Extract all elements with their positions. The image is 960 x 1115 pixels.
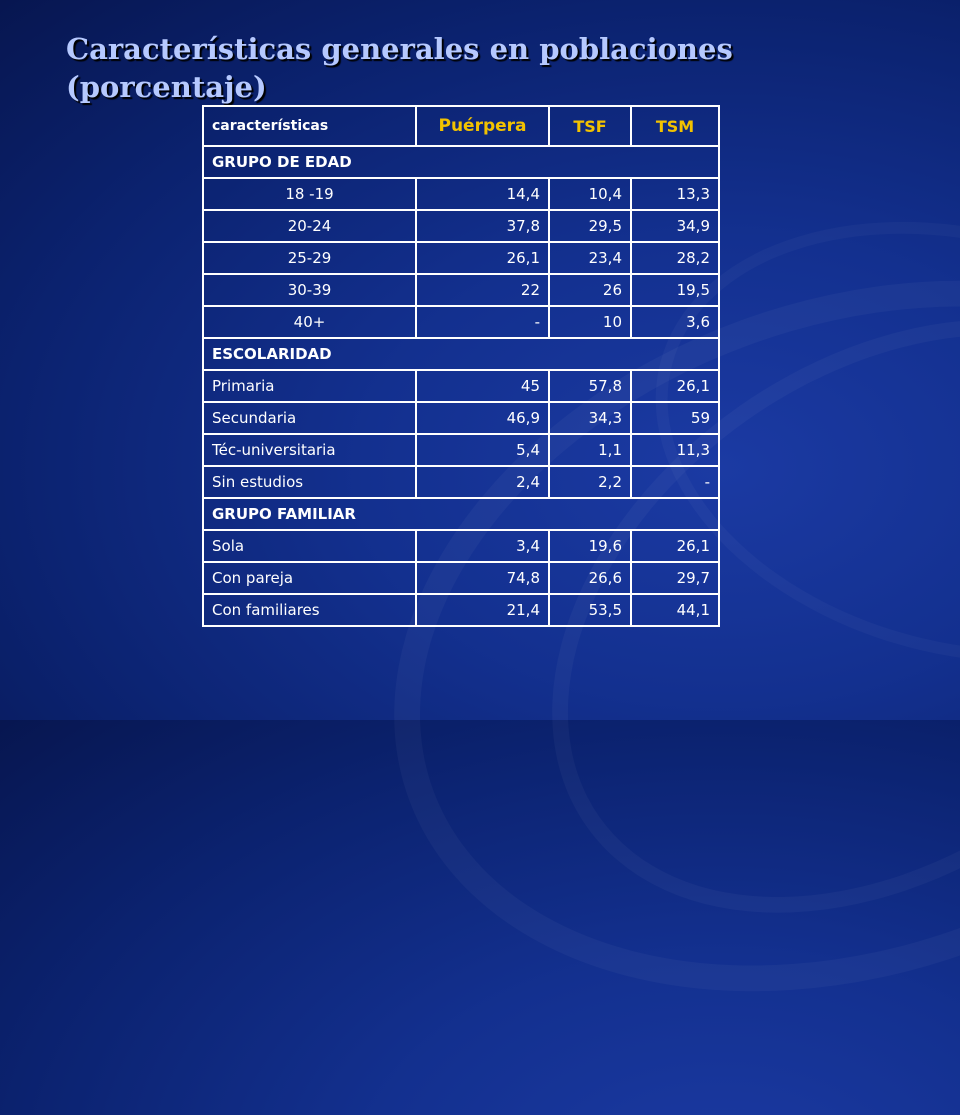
table-row: Sin estudios 2,4 2,2- [202,465,720,499]
row-label: Primaria [202,369,417,403]
value-cell: 26,1 [630,369,720,403]
row-label: Sola [202,529,417,563]
row-label: 25-29 [202,241,417,275]
value-cell: - [415,305,550,339]
row-label: 20-24 [202,209,417,243]
value-cell: 53,5 [548,593,632,627]
value-cell: 21,4 [415,593,550,627]
value-cell: 19,6 [548,529,632,563]
slide-title-line1: Características generales en poblaciones [66,32,733,66]
section-row: GRUPO FAMILIAR [202,497,720,531]
value-cell: 23,4 [548,241,632,275]
value-cell: 2,4 [415,465,550,499]
value-cell: 14,4 [415,177,550,211]
value-cell: 2,2 [548,465,632,499]
value-cell: 46,9 [415,401,550,435]
value-cell: 26,1 [415,241,550,275]
table-row: 20-24 37,8 29,5 34,9 [202,209,720,243]
table-row: Téc-universitaria 5,4 1,1 11,3 [202,433,720,467]
characteristics-table: características Puérpera TSF TSM GRUPO D… [202,105,720,627]
table-row: 18 -19 14,4 10,4 13,3 [202,177,720,211]
row-label: Secundaria [202,401,417,435]
value-cell: 29,5 [548,209,632,243]
table-row: Con familiares 21,4 53,5 44,1 [202,593,720,627]
table-row: Primaria 45 57,8 26,1 [202,369,720,403]
value-cell: 59 [630,401,720,435]
section-header: GRUPO DE EDAD [202,145,720,179]
row-label: 40+ [202,305,417,339]
value-cell: 10 [548,305,632,339]
section-header: ESCOLARIDAD [202,337,720,371]
table-row: 40+ -10 3,6 [202,305,720,339]
value-cell: 26,6 [548,561,632,595]
value-cell: 3,6 [630,305,720,339]
header-tsf: TSF [548,105,632,147]
section-row: ESCOLARIDAD [202,337,720,371]
value-cell: 13,3 [630,177,720,211]
section-row: GRUPO DE EDAD [202,145,720,179]
slide-title-line2: (porcentaje) [66,70,267,104]
slide-title: Características generales en poblaciones… [66,30,926,106]
row-label: 18 -19 [202,177,417,211]
value-cell: 10,4 [548,177,632,211]
value-cell: - [630,465,720,499]
value-cell: 57,8 [548,369,632,403]
section-header: GRUPO FAMILIAR [202,497,720,531]
table-row: Secundaria 46,9 34,3 59 [202,401,720,435]
value-cell: 37,8 [415,209,550,243]
header-puerpera: Puérpera [415,105,550,147]
value-cell: 34,9 [630,209,720,243]
row-label: Con familiares [202,593,417,627]
table-header-row: características Puérpera TSF TSM [202,105,720,147]
table-row: 25-29 26,1 23,4 28,2 [202,241,720,275]
value-cell: 26 [548,273,632,307]
row-label: Téc-universitaria [202,433,417,467]
value-cell: 22 [415,273,550,307]
table-body: GRUPO DE EDAD 18 -19 14,4 10,4 13,3 20-24 37,8… [202,145,720,627]
value-cell: 19,5 [630,273,720,307]
value-cell: 28,2 [630,241,720,275]
row-label: 30-39 [202,273,417,307]
table-row: Sola 3,4 19,6 26,1 [202,529,720,563]
row-label: Sin estudios [202,465,417,499]
row-label: Con pareja [202,561,417,595]
value-cell: 11,3 [630,433,720,467]
value-cell: 26,1 [630,529,720,563]
value-cell: 34,3 [548,401,632,435]
value-cell: 29,7 [630,561,720,595]
value-cell: 74,8 [415,561,550,595]
table-row: 30-39 22 26 19,5 [202,273,720,307]
value-cell: 3,4 [415,529,550,563]
value-cell: 45 [415,369,550,403]
header-tsm: TSM [630,105,720,147]
value-cell: 44,1 [630,593,720,627]
header-caracteristicas: características [202,105,417,147]
value-cell: 1,1 [548,433,632,467]
value-cell: 5,4 [415,433,550,467]
table-row: Con pareja 74,8 26,6 29,7 [202,561,720,595]
